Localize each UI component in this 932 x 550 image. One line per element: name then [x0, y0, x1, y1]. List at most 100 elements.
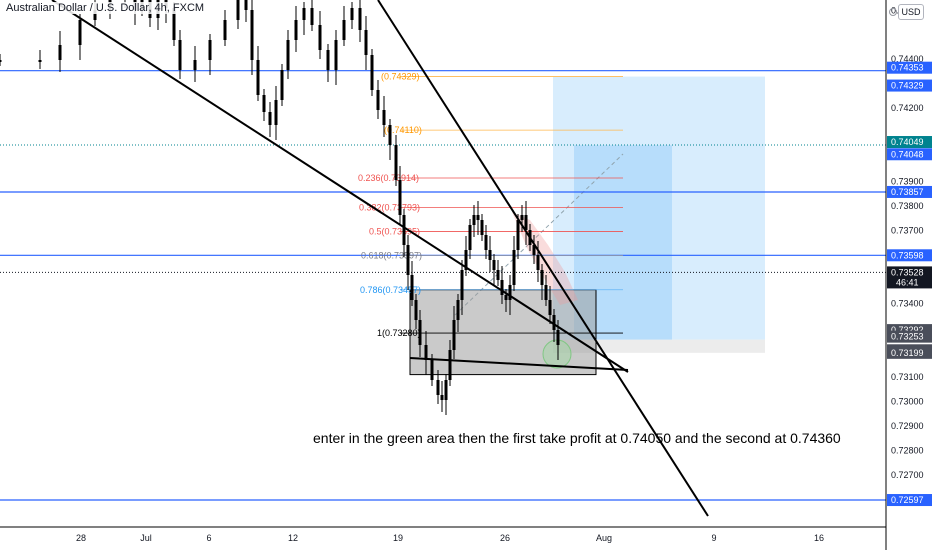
price-tick-label-1: 0.74400	[891, 54, 924, 64]
candle-body	[286, 40, 290, 70]
price-label-countdown: 46:41	[896, 277, 919, 287]
candle-body	[436, 380, 440, 395]
chart-title: Australian Dollar / U.S. Dollar, 4h, FXC…	[4, 2, 207, 14]
candle-body	[500, 280, 504, 295]
candle-body	[444, 380, 448, 400]
candle-body	[414, 300, 418, 320]
candle-body	[440, 395, 444, 400]
candle-body	[520, 215, 524, 220]
candle-body	[358, 8, 362, 30]
candle-body	[250, 10, 254, 60]
candle-body	[548, 300, 552, 315]
candle-body	[93, 10, 97, 20]
candle-body	[326, 50, 330, 70]
time-tick-label-8: 16	[814, 533, 824, 543]
candle-body	[512, 250, 516, 285]
price-label-3: 0.74048	[891, 149, 924, 159]
price-label-bg-2	[887, 136, 932, 149]
price-tick-label-6: 0.73700	[891, 225, 924, 235]
candle-body	[532, 245, 536, 255]
candle-body	[274, 100, 278, 125]
fib-level-label-1: 0.382(0.73793)	[359, 203, 420, 213]
price-label-4: 0.73857	[891, 187, 924, 197]
candle-body	[540, 270, 544, 285]
stop-loss-area[interactable]	[553, 339, 765, 353]
candle-body	[524, 215, 528, 230]
candle-body	[208, 40, 212, 60]
candle-body	[262, 95, 266, 112]
candle-body	[172, 8, 176, 40]
time-tick-label-0: 28	[76, 533, 86, 543]
price-tick-label-7: 0.73400	[891, 299, 924, 309]
candle-body	[480, 220, 484, 235]
candlesticks	[0, 0, 560, 415]
candle-body	[452, 320, 456, 350]
candle-body	[488, 250, 492, 260]
candle-body	[256, 60, 260, 95]
price-label-bg-5	[887, 249, 932, 262]
candle-body	[178, 40, 182, 70]
candle-body	[456, 300, 460, 320]
support-trendline[interactable]	[409, 357, 629, 371]
candle-body	[496, 270, 500, 280]
candle-body	[552, 315, 556, 330]
descending-trendline-2[interactable]	[377, 0, 709, 517]
currency-circle-icon[interactable]	[889, 8, 897, 16]
candle-body	[0, 60, 2, 62]
candle-body	[193, 60, 197, 70]
candle-body	[236, 0, 240, 20]
horizontal-lines[interactable]	[0, 70, 886, 501]
price-label-bg-11	[887, 494, 932, 507]
candle-body	[310, 8, 314, 25]
price-tick-label-5: 0.73800	[891, 201, 924, 211]
price-label-11: 0.72597	[891, 495, 924, 505]
price-label-1: 0.74329	[891, 81, 924, 91]
price-label-10: 0.73199	[891, 348, 924, 358]
time-tick-label-4: 19	[393, 533, 403, 543]
price-label-bg-0	[887, 61, 932, 74]
candle-body	[394, 145, 398, 180]
fib-level-label-0: 0.236(0.73914)	[358, 173, 419, 183]
candle-body	[244, 0, 248, 10]
trendlines[interactable]	[51, 0, 709, 517]
time-tick-label-5: 26	[500, 533, 510, 543]
time-tick-label-6: Aug	[596, 533, 612, 543]
candle-body	[448, 350, 452, 380]
price-label-bg-8	[887, 330, 932, 343]
price-label-6: 0.73528	[891, 267, 924, 277]
candle-body	[508, 285, 512, 300]
candle-body	[472, 215, 476, 225]
time-tick-label-3: 12	[288, 533, 298, 543]
candle-body	[418, 320, 422, 345]
candle-body	[58, 45, 62, 60]
candle-body	[492, 260, 496, 270]
candle-body	[464, 250, 468, 270]
price-tick-label-11: 0.72800	[891, 445, 924, 455]
candle-body	[468, 225, 472, 250]
price-label-bg-3	[887, 148, 932, 161]
time-tick-label-7: 9	[711, 533, 716, 543]
candle-body	[460, 270, 464, 300]
candle-body	[424, 345, 428, 360]
candle-body	[78, 20, 82, 45]
fib-level-label-3: 0.618(0.73597)	[361, 251, 422, 261]
currency-badge[interactable]: USD	[898, 4, 924, 20]
fib-upper-label-0: (0.74110)	[384, 125, 422, 135]
candle-body	[280, 70, 284, 100]
price-label-2: 0.74049	[891, 137, 924, 147]
candle-body	[318, 25, 322, 50]
price-tick-label-9: 0.73000	[891, 397, 924, 407]
price-tick-label-2: 0.74200	[891, 103, 924, 113]
time-tick-label-2: 6	[206, 533, 211, 543]
annotation-text[interactable]: enter in the green area then the first t…	[313, 430, 841, 446]
candle-body	[484, 235, 488, 250]
price-label-0: 0.74353	[891, 63, 924, 73]
time-axis[interactable]: 28 Jul 6 12 19 26 Aug 9 16	[0, 526, 886, 543]
descending-trendline-1[interactable]	[51, 0, 629, 373]
fib-level-label-2: 0.5(0.73695)	[369, 227, 420, 237]
price-tick-label-4: 0.73900	[891, 176, 924, 186]
candle-body	[370, 55, 374, 90]
price-label-bg-10	[887, 346, 932, 359]
candle-body	[516, 220, 520, 250]
